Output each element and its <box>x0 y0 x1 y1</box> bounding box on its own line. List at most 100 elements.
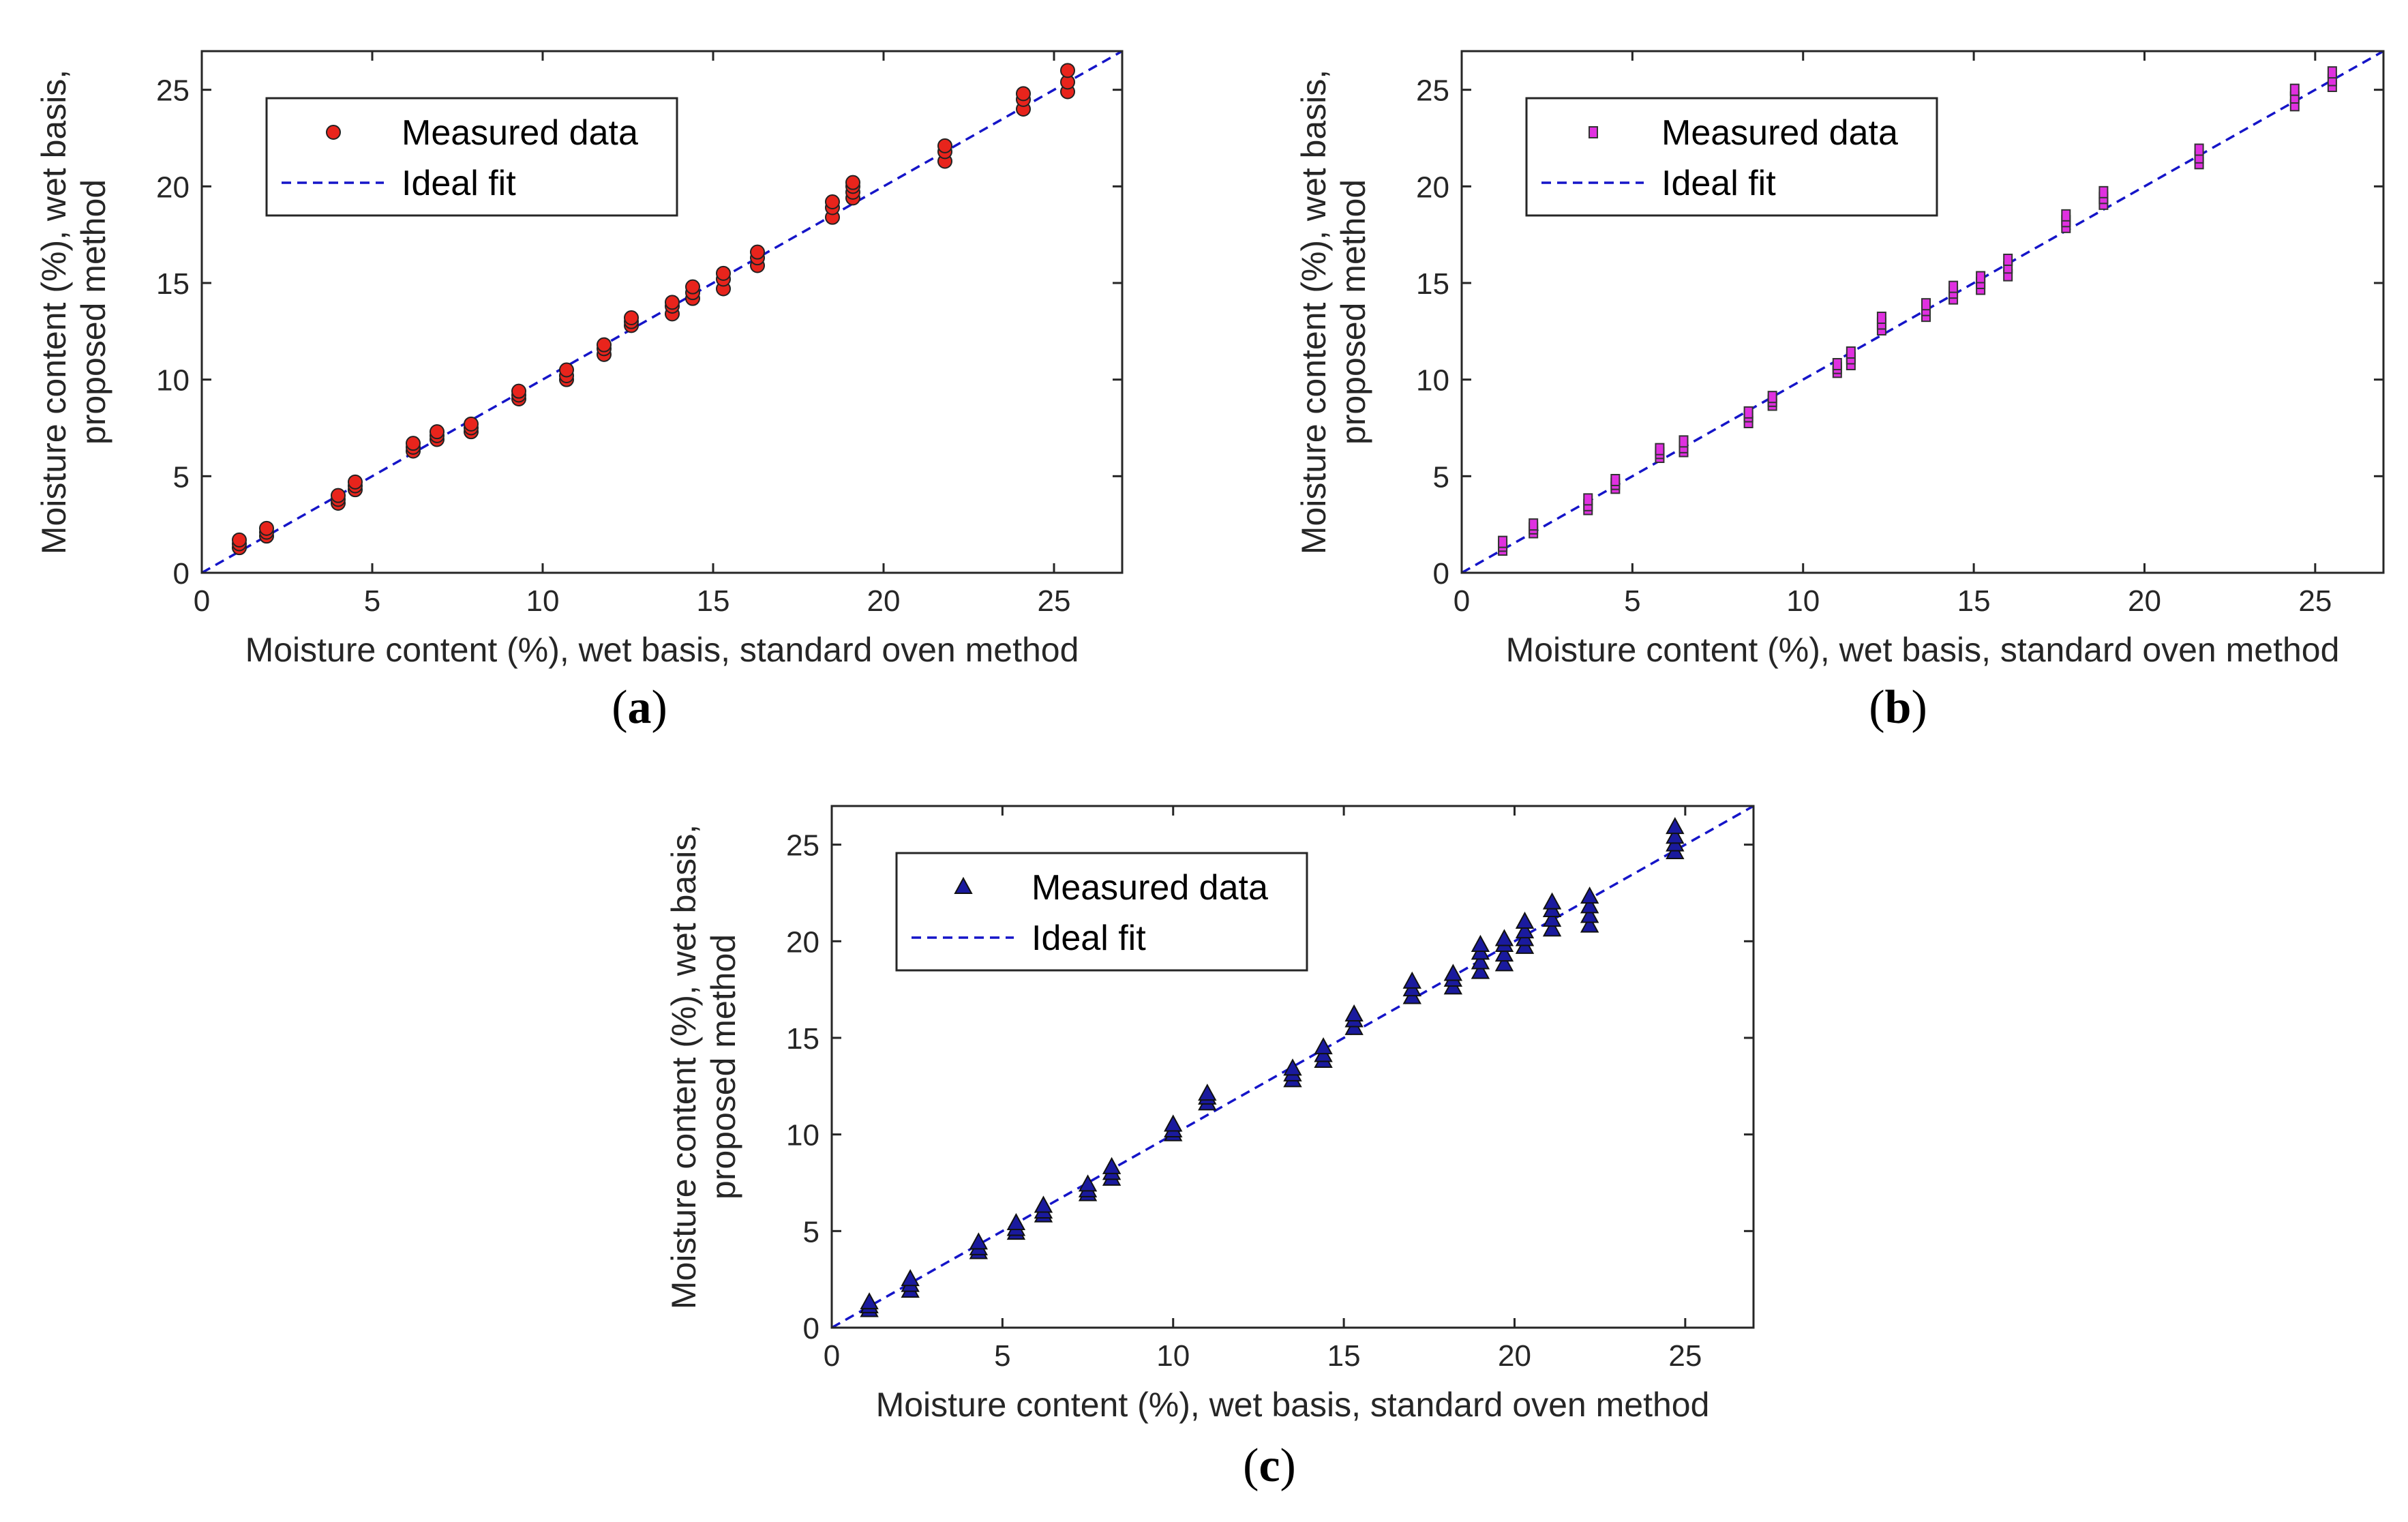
data-point <box>1283 1058 1302 1076</box>
x-tick-label: 5 <box>994 1339 1010 1373</box>
data-point <box>2061 209 2071 222</box>
y-tick-label: 10 <box>156 364 190 398</box>
legend-label-measured: Measured data <box>402 113 638 153</box>
data-point <box>1016 86 1031 102</box>
data-point <box>937 138 952 153</box>
data-point <box>1102 1157 1122 1174</box>
data-point <box>1471 934 1490 952</box>
y-tick-label: 20 <box>1416 170 1449 204</box>
y-axis-label-line: proposed method <box>704 934 742 1199</box>
y-tick-label: 25 <box>1416 74 1449 108</box>
x-tick-label: 25 <box>1668 1339 1702 1373</box>
x-axis-label: Moisture content (%), wet basis, standar… <box>1506 631 2340 669</box>
panel-caption: (b) <box>1869 681 1927 734</box>
y-tick-label: 5 <box>173 460 190 494</box>
x-tick-label: 15 <box>1957 584 1991 618</box>
y-axis-label-line: Moisture content (%), wet basis, <box>1295 70 1333 554</box>
data-point <box>665 295 680 310</box>
data-point <box>2327 66 2337 79</box>
y-axis-label-line: Moisture content (%), wet basis, <box>665 824 703 1309</box>
data-point <box>825 194 840 209</box>
panel-caption: (a) <box>612 681 667 734</box>
legend-label-measured: Measured data <box>1661 113 1898 153</box>
data-point <box>1034 1195 1053 1213</box>
data-point <box>1666 817 1685 835</box>
data-point <box>969 1232 989 1250</box>
data-point <box>1443 964 1463 981</box>
legend-marker <box>1589 126 1598 138</box>
data-point <box>1767 391 1777 404</box>
y-tick-label: 0 <box>1433 557 1449 591</box>
caption-paren-close: ) <box>652 681 667 734</box>
data-point <box>232 532 247 548</box>
data-point <box>624 310 639 325</box>
data-point <box>1580 915 1599 933</box>
y-axis-label-line: proposed method <box>74 179 112 445</box>
x-tick-label: 20 <box>2128 584 2161 618</box>
legend-label-ideal: Ideal fit <box>1032 919 1146 958</box>
data-point <box>860 1292 879 1310</box>
x-tick-label: 15 <box>697 584 730 618</box>
data-point <box>597 337 612 353</box>
data-point <box>348 474 363 490</box>
data-point <box>1198 1084 1217 1101</box>
x-tick-label: 5 <box>1624 584 1640 618</box>
legend-marker <box>954 876 973 894</box>
x-tick-label: 0 <box>194 584 210 618</box>
y-tick-label: 0 <box>803 1312 819 1345</box>
x-tick-label: 10 <box>526 584 560 618</box>
data-point <box>1583 493 1593 506</box>
data-point <box>1314 1037 1333 1055</box>
data-point <box>1655 443 1665 456</box>
y-tick-label: 20 <box>786 925 819 959</box>
data-point <box>1542 910 1562 927</box>
data-point <box>1078 1174 1098 1192</box>
y-tick-label: 10 <box>786 1119 819 1152</box>
data-point <box>1580 896 1599 914</box>
y-tick-label: 15 <box>1416 267 1449 301</box>
axes-box <box>1460 50 2385 574</box>
data-point <box>2098 185 2109 198</box>
data-points <box>1498 66 2337 556</box>
y-tick-label: 5 <box>803 1215 819 1249</box>
legend-box <box>265 97 678 217</box>
data-point <box>1344 1004 1364 1021</box>
data-points <box>232 63 1075 556</box>
caption-letter: c <box>1259 1439 1280 1492</box>
data-point <box>1494 954 1514 972</box>
data-point <box>1529 518 1539 531</box>
data-point <box>511 383 526 399</box>
y-axis-label-line: proposed method <box>1334 179 1372 445</box>
data-point <box>716 265 731 281</box>
y-axis-label: Moisture content (%), wet basis,proposed… <box>35 70 112 554</box>
x-axis-label: Moisture content (%), wet basis, standar… <box>876 1386 1710 1424</box>
y-axis-label-line: Moisture content (%), wet basis, <box>35 70 73 554</box>
data-point <box>464 416 479 432</box>
data-points <box>860 817 1685 1317</box>
data-point <box>1666 826 1685 844</box>
data-point <box>1164 1114 1183 1132</box>
data-point <box>1610 474 1621 486</box>
x-tick-label: 10 <box>1156 1339 1190 1373</box>
x-tick-label: 0 <box>1454 584 1470 618</box>
data-point <box>1976 271 1986 284</box>
legend-box <box>1525 97 1938 217</box>
x-tick-label: 25 <box>2298 584 2332 618</box>
y-tick-label: 25 <box>786 829 819 863</box>
x-tick-label: 10 <box>1786 584 1820 618</box>
data-point <box>1494 929 1514 946</box>
legend: Measured data Ideal fit <box>895 852 1308 972</box>
data-point <box>1494 944 1514 962</box>
x-tick-label: 20 <box>867 584 901 618</box>
data-point <box>259 520 274 536</box>
data-point <box>1471 952 1490 970</box>
data-point <box>2194 143 2204 156</box>
data-point <box>331 488 346 503</box>
legend: Measured data Ideal fit <box>1525 97 1938 217</box>
data-point <box>1832 358 1842 370</box>
data-point <box>901 1269 920 1287</box>
x-tick-label: 25 <box>1038 584 1071 618</box>
data-point <box>1471 961 1490 979</box>
data-point <box>2003 254 2013 266</box>
